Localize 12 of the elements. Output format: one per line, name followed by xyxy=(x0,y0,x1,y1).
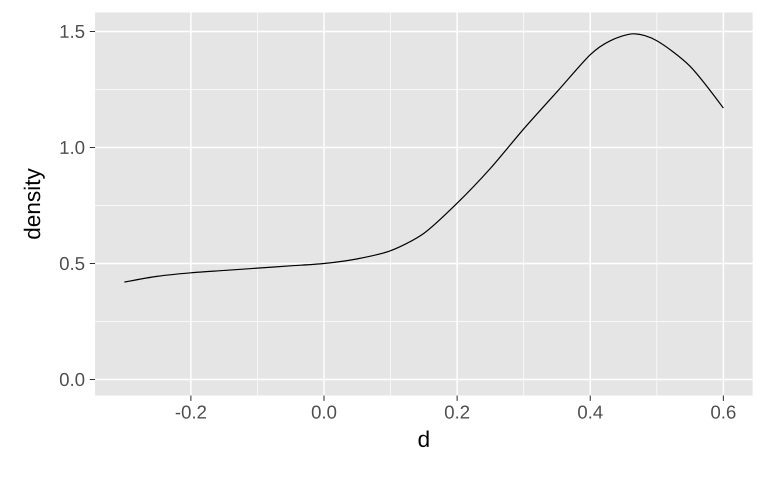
y-tick-label: 0.5 xyxy=(60,256,84,270)
y-tick-label: 0.0 xyxy=(60,372,84,386)
x-tick-label: 0.6 xyxy=(711,406,736,419)
y-axis-title: density xyxy=(24,168,45,239)
x-tick-label: 0.2 xyxy=(444,406,470,419)
x-axis-title: d xyxy=(418,430,429,448)
x-tick-label: 0.4 xyxy=(578,406,603,419)
line-series xyxy=(124,33,724,283)
x-tick-label: 0.0 xyxy=(312,406,336,419)
y-tick-label: 1.5 xyxy=(60,25,84,38)
y-tick-label: 1.0 xyxy=(60,140,84,154)
x-tick-label: -0.2 xyxy=(176,406,206,419)
